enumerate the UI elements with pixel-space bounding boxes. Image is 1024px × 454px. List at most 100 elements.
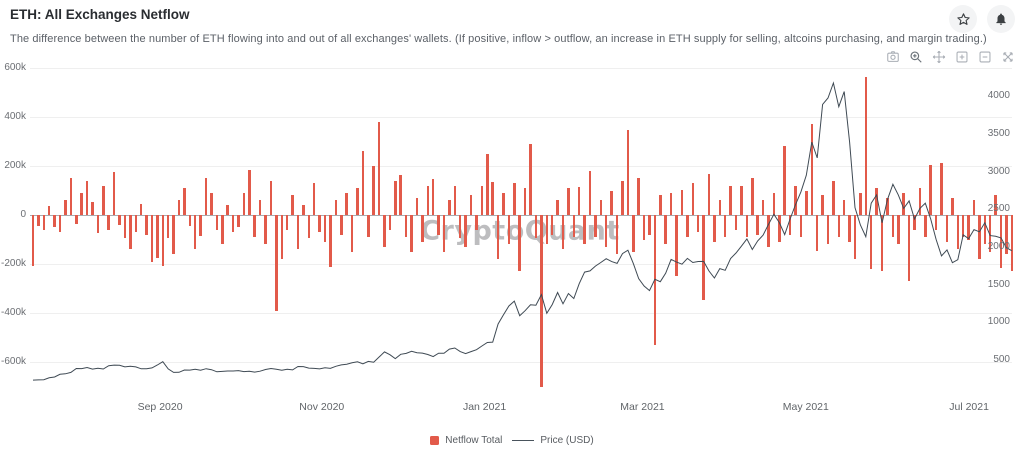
netflow-bar <box>334 200 338 215</box>
gridline <box>30 264 1012 265</box>
legend-netflow-label: Netflow Total <box>445 435 503 446</box>
bell-icon <box>994 12 1008 26</box>
netflow-bar <box>199 215 202 236</box>
netflow-bar <box>372 166 375 215</box>
netflow-bar <box>399 175 402 215</box>
netflow-bar <box>648 215 651 235</box>
netflow-bar <box>134 215 137 233</box>
netflow-bar <box>761 200 765 215</box>
netflow-bar <box>350 215 354 252</box>
netflow-bar <box>75 215 78 224</box>
netflow-bar <box>626 130 630 215</box>
x-axis-tick: Jan 2021 <box>462 401 507 413</box>
netflow-bar <box>102 185 105 215</box>
netflow-bar <box>486 153 489 215</box>
netflow-bar <box>956 215 960 250</box>
netflow-bar <box>951 197 954 215</box>
zoom-out-icon[interactable] <box>978 50 992 64</box>
netflow-bar <box>296 215 300 250</box>
netflow-bar <box>734 215 738 230</box>
netflow-bar <box>172 215 175 255</box>
netflow-bar <box>80 192 83 215</box>
netflow-bar <box>410 215 413 252</box>
netflow-bar <box>556 200 559 215</box>
legend-item-price[interactable]: Price (USD) <box>512 435 594 446</box>
favorite-button[interactable] <box>949 5 977 33</box>
netflow-bar <box>561 215 565 250</box>
netflow-bar <box>918 188 922 215</box>
netflow-bar <box>799 215 803 238</box>
legend-item-netflow[interactable]: Netflow Total <box>430 435 502 446</box>
netflow-bar <box>599 200 603 215</box>
netflow-bar <box>107 215 110 230</box>
netflow-bar <box>897 215 900 245</box>
netflow-bar <box>469 195 473 215</box>
netflow-bar <box>118 215 121 225</box>
netflow-bar <box>675 215 678 277</box>
netflow-bar <box>69 178 73 215</box>
netflow-bar <box>869 215 873 269</box>
netflow-bar <box>361 151 365 215</box>
right-axis-tick: 2000 <box>987 240 1010 252</box>
netflow-bar <box>221 215 224 245</box>
netflow-bar <box>42 215 46 230</box>
netflow-bar <box>751 178 754 215</box>
reset-zoom-icon[interactable] <box>1001 50 1015 64</box>
camera-icon[interactable] <box>886 50 900 64</box>
x-axis-tick: Jul 2021 <box>949 401 989 413</box>
price-line-icon <box>512 440 535 441</box>
gridline <box>30 68 1012 69</box>
netflow-bar <box>64 200 67 215</box>
netflow-bar <box>280 215 284 260</box>
netflow-bar <box>513 183 516 215</box>
netflow-bar <box>967 215 970 240</box>
netflow-bar <box>945 215 949 242</box>
netflow-bar <box>215 215 219 230</box>
netflow-bar <box>453 185 457 215</box>
netflow-bar <box>318 215 321 233</box>
netflow-bar <box>907 215 911 282</box>
netflow-bar <box>258 200 262 215</box>
netflow-bar <box>291 195 294 215</box>
netflow-bar <box>826 215 830 245</box>
netflow-bar <box>226 205 229 215</box>
netflow-bar <box>491 181 494 215</box>
netflow-bar <box>767 215 770 247</box>
netflow-bar <box>448 200 451 215</box>
left-axis-tick: 0 <box>20 209 26 220</box>
netflow-bar <box>210 192 213 215</box>
right-axis-tick: 3000 <box>987 165 1010 177</box>
right-axis-tick: 2500 <box>987 203 1010 215</box>
netflow-bar <box>302 205 305 215</box>
zoom-in-icon[interactable] <box>955 50 969 64</box>
netflow-bar <box>567 188 570 215</box>
netflow-bar <box>458 215 462 239</box>
netflow-bar <box>702 215 705 300</box>
zoom-icon[interactable] <box>909 50 923 64</box>
netflow-bar <box>686 215 689 238</box>
netflow-bar <box>815 215 819 251</box>
netflow-bar <box>161 215 165 267</box>
netflow-swatch-icon <box>430 436 440 445</box>
left-axis-tick: 400k <box>4 111 26 122</box>
chart-legend: Netflow Total Price (USD) <box>0 435 1024 446</box>
netflow-bar <box>540 215 543 387</box>
pan-icon[interactable] <box>932 50 946 64</box>
netflow-bar <box>285 215 289 230</box>
netflow-bar <box>778 215 781 242</box>
netflow-bar <box>442 215 446 252</box>
netflow-bar <box>632 215 635 252</box>
netflow-bar <box>821 195 824 215</box>
netflow-bar <box>329 215 332 267</box>
netflow-bar <box>145 215 148 235</box>
netflow-bar <box>832 180 835 215</box>
netflow-bar <box>680 189 684 215</box>
chart-toolbar <box>886 50 1015 64</box>
netflow-bar <box>183 188 186 215</box>
netflow-bar <box>999 215 1003 269</box>
netflow-bar <box>394 180 397 215</box>
notifications-button[interactable] <box>987 5 1015 33</box>
netflow-bar <box>837 215 841 238</box>
netflow-bar <box>723 215 727 238</box>
